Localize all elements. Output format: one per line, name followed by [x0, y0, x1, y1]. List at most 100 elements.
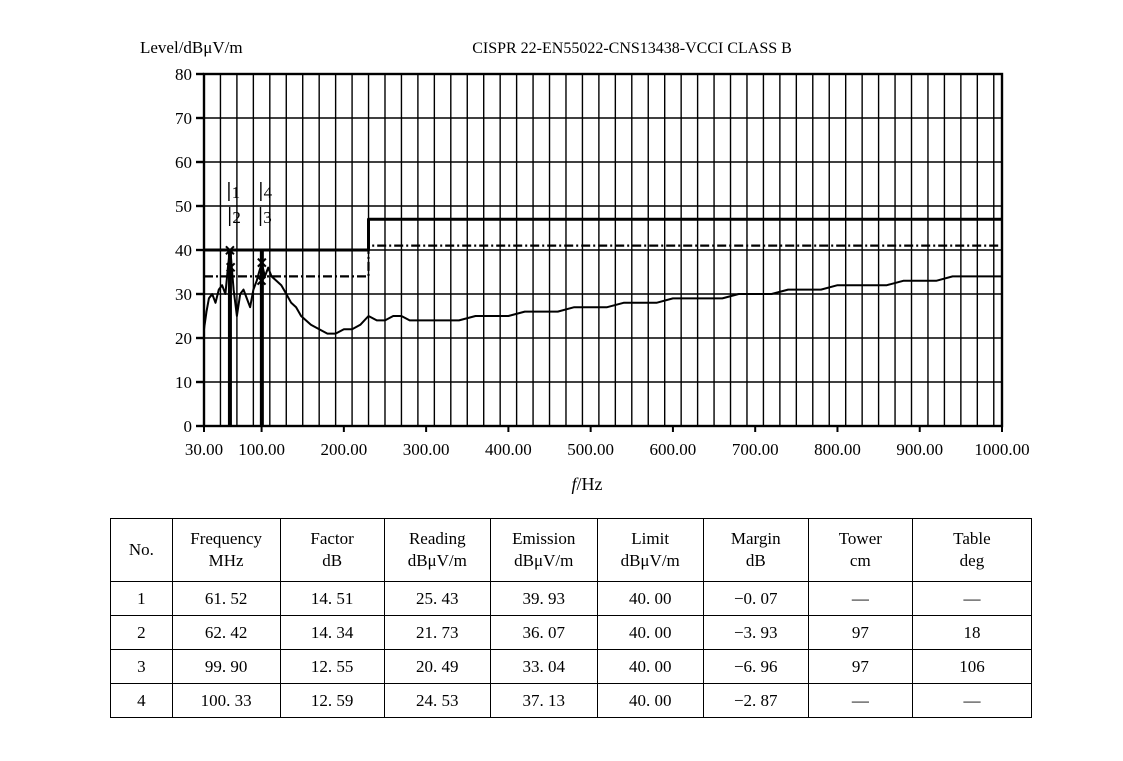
table-cell: 39. 93 [489, 581, 598, 616]
series-group [203, 217, 1002, 426]
column-header-text: No. [128, 540, 154, 559]
column-header-text: Table [953, 529, 991, 548]
y-tick-label: 60 [175, 153, 192, 172]
column-header-text: cm [849, 551, 871, 570]
table-cell: 62. 42 [171, 615, 281, 650]
column-header-text: Frequency [190, 529, 262, 548]
x-tick-label: 600.00 [650, 440, 697, 459]
y-axis-label: Level/dBμV/m [140, 38, 243, 57]
table-cell: 99. 90 [171, 649, 281, 684]
y-tick-label: 30 [175, 285, 192, 304]
x-axis-label: f/Hz [571, 474, 602, 494]
column-header-text: dB [745, 551, 766, 570]
table-body: 1 61. 52 14. 51 25. 43 39. 93 40. 00 −0. 07— —2… [110, 581, 1033, 718]
column-header-text: dBμV/m [407, 551, 467, 570]
column-header-text: MHz [208, 551, 244, 570]
table-cell: 3 [110, 649, 173, 684]
marker-labels: 1 2 4 3 [228, 182, 273, 227]
table-cell: −6. 96 [702, 649, 809, 684]
column-header-text: Margin [730, 529, 781, 548]
table-cell: −3. 93 [702, 615, 809, 650]
y-tick-label: 80 [175, 65, 192, 84]
table-row: 1 61. 52 14. 51 25. 43 39. 93 40. 00 −0. 07— — [110, 581, 1033, 616]
grid [196, 72, 1004, 432]
column-header: Emission dBμV/m [489, 518, 598, 582]
table-cell: 12. 59 [279, 683, 385, 718]
table-cell: 25. 43 [383, 581, 491, 616]
table-cell: 4 [110, 683, 173, 718]
y-tick-label: 70 [175, 109, 192, 128]
y-tick-label: 50 [175, 197, 192, 216]
table-cell: 97 [807, 649, 913, 684]
x-axis-label-symbol: f [571, 474, 579, 494]
column-header-text: dBμV/m [514, 551, 574, 570]
x-tick-label: 700.00 [732, 440, 779, 459]
x-tick-label: 500.00 [567, 440, 614, 459]
table-cell: — [911, 581, 1033, 616]
column-header-text: Emission [512, 529, 576, 548]
x-tick-label: 1000.00 [974, 440, 1029, 459]
chart-title: CISPR 22-EN55022-CNS13438-VCCI CLASS B [472, 40, 792, 57]
table-cell: 21. 73 [383, 615, 491, 650]
table-header-row: No. Frequency MHz Factor dB Reading dBμV/m Emis… [110, 518, 1033, 582]
tick-labels: 0 10 20 30 40 50 60 70 80 30.00 100.00 200.00 300.00… [175, 65, 1030, 459]
column-header-text: Limit [631, 529, 670, 548]
marker-label: 3 [263, 208, 272, 227]
column-header: No. [110, 518, 173, 582]
table-cell: 36. 07 [489, 615, 598, 650]
marker-label: 2 [232, 208, 241, 227]
table-cell: 40. 00 [596, 683, 704, 718]
column-header: Frequency MHz [171, 518, 281, 582]
column-header: Tower cm [807, 518, 913, 582]
table-cell: 37. 13 [489, 683, 598, 718]
table-row: 3 99. 90 12. 55 20. 49 33. 04 40. 00 −6. 96 97 1… [110, 649, 1033, 684]
table-cell: — [807, 581, 913, 616]
table-cell: 100. 33 [171, 683, 281, 718]
column-header-text: dB [322, 551, 343, 570]
column-header-text: dBμV/m [620, 551, 680, 570]
y-tick-label: 40 [175, 241, 192, 260]
column-header-text: Reading [408, 529, 466, 548]
series-margin-line [204, 244, 1002, 278]
table-cell: −2. 87 [702, 683, 809, 718]
x-tick-label: 900.00 [896, 440, 943, 459]
table-cell: 40. 00 [596, 581, 704, 616]
table-cell: 2 [110, 615, 173, 650]
x-tick-label: 800.00 [814, 440, 861, 459]
table-row: 2 62. 42 14. 34 21. 73 36. 07 40. 00 −3. 93 97 1… [110, 615, 1033, 650]
x-tick-label: 200.00 [320, 440, 367, 459]
column-header-text: deg [959, 551, 985, 570]
table-cell: 40. 00 [596, 615, 704, 650]
column-header: Reading dBμV/m [383, 518, 491, 582]
y-tick-label: 20 [175, 329, 192, 348]
table-cell: −0. 07 [702, 581, 809, 616]
x-tick-label: 300.00 [403, 440, 450, 459]
y-tick-label: 0 [184, 417, 193, 436]
table-cell: 18 [911, 615, 1033, 650]
x-tick-label: 400.00 [485, 440, 532, 459]
table-cell: 40. 00 [596, 649, 704, 684]
column-header-text: Tower [838, 529, 882, 548]
column-header: Factor dB [279, 518, 385, 582]
table-cell: 97 [807, 615, 913, 650]
table-cell: 14. 34 [279, 615, 385, 650]
table-row: 4 100. 33 12. 59 24. 53 37. 13 40. 00 −2. 87— — [110, 683, 1033, 718]
table-cell: — [807, 683, 913, 718]
table-cell: 1 [110, 581, 173, 616]
results-table: No. Frequency MHz Factor dB Reading dBμV/m Emis… [110, 518, 1033, 718]
table-cell: — [911, 683, 1033, 718]
table-cell: 14. 51 [279, 581, 385, 616]
marker-label: 4 [264, 183, 273, 202]
marker-label: 1 [232, 183, 241, 202]
series-limit [204, 217, 1002, 252]
emission-chart: Level/dBμV/m CISPR 22-EN55022-CNS13438-V… [140, 38, 1030, 494]
series-emission [203, 249, 1002, 335]
column-header-text: Factor [310, 529, 354, 548]
x-tick-label: 100.00 [238, 440, 285, 459]
table-cell: 20. 49 [383, 649, 491, 684]
table-cell: 106 [911, 649, 1033, 684]
y-tick-label: 10 [175, 373, 192, 392]
column-header: Margin dB [702, 518, 809, 582]
table-cell: 61. 52 [171, 581, 281, 616]
column-header: Limit dBμV/m [596, 518, 704, 582]
